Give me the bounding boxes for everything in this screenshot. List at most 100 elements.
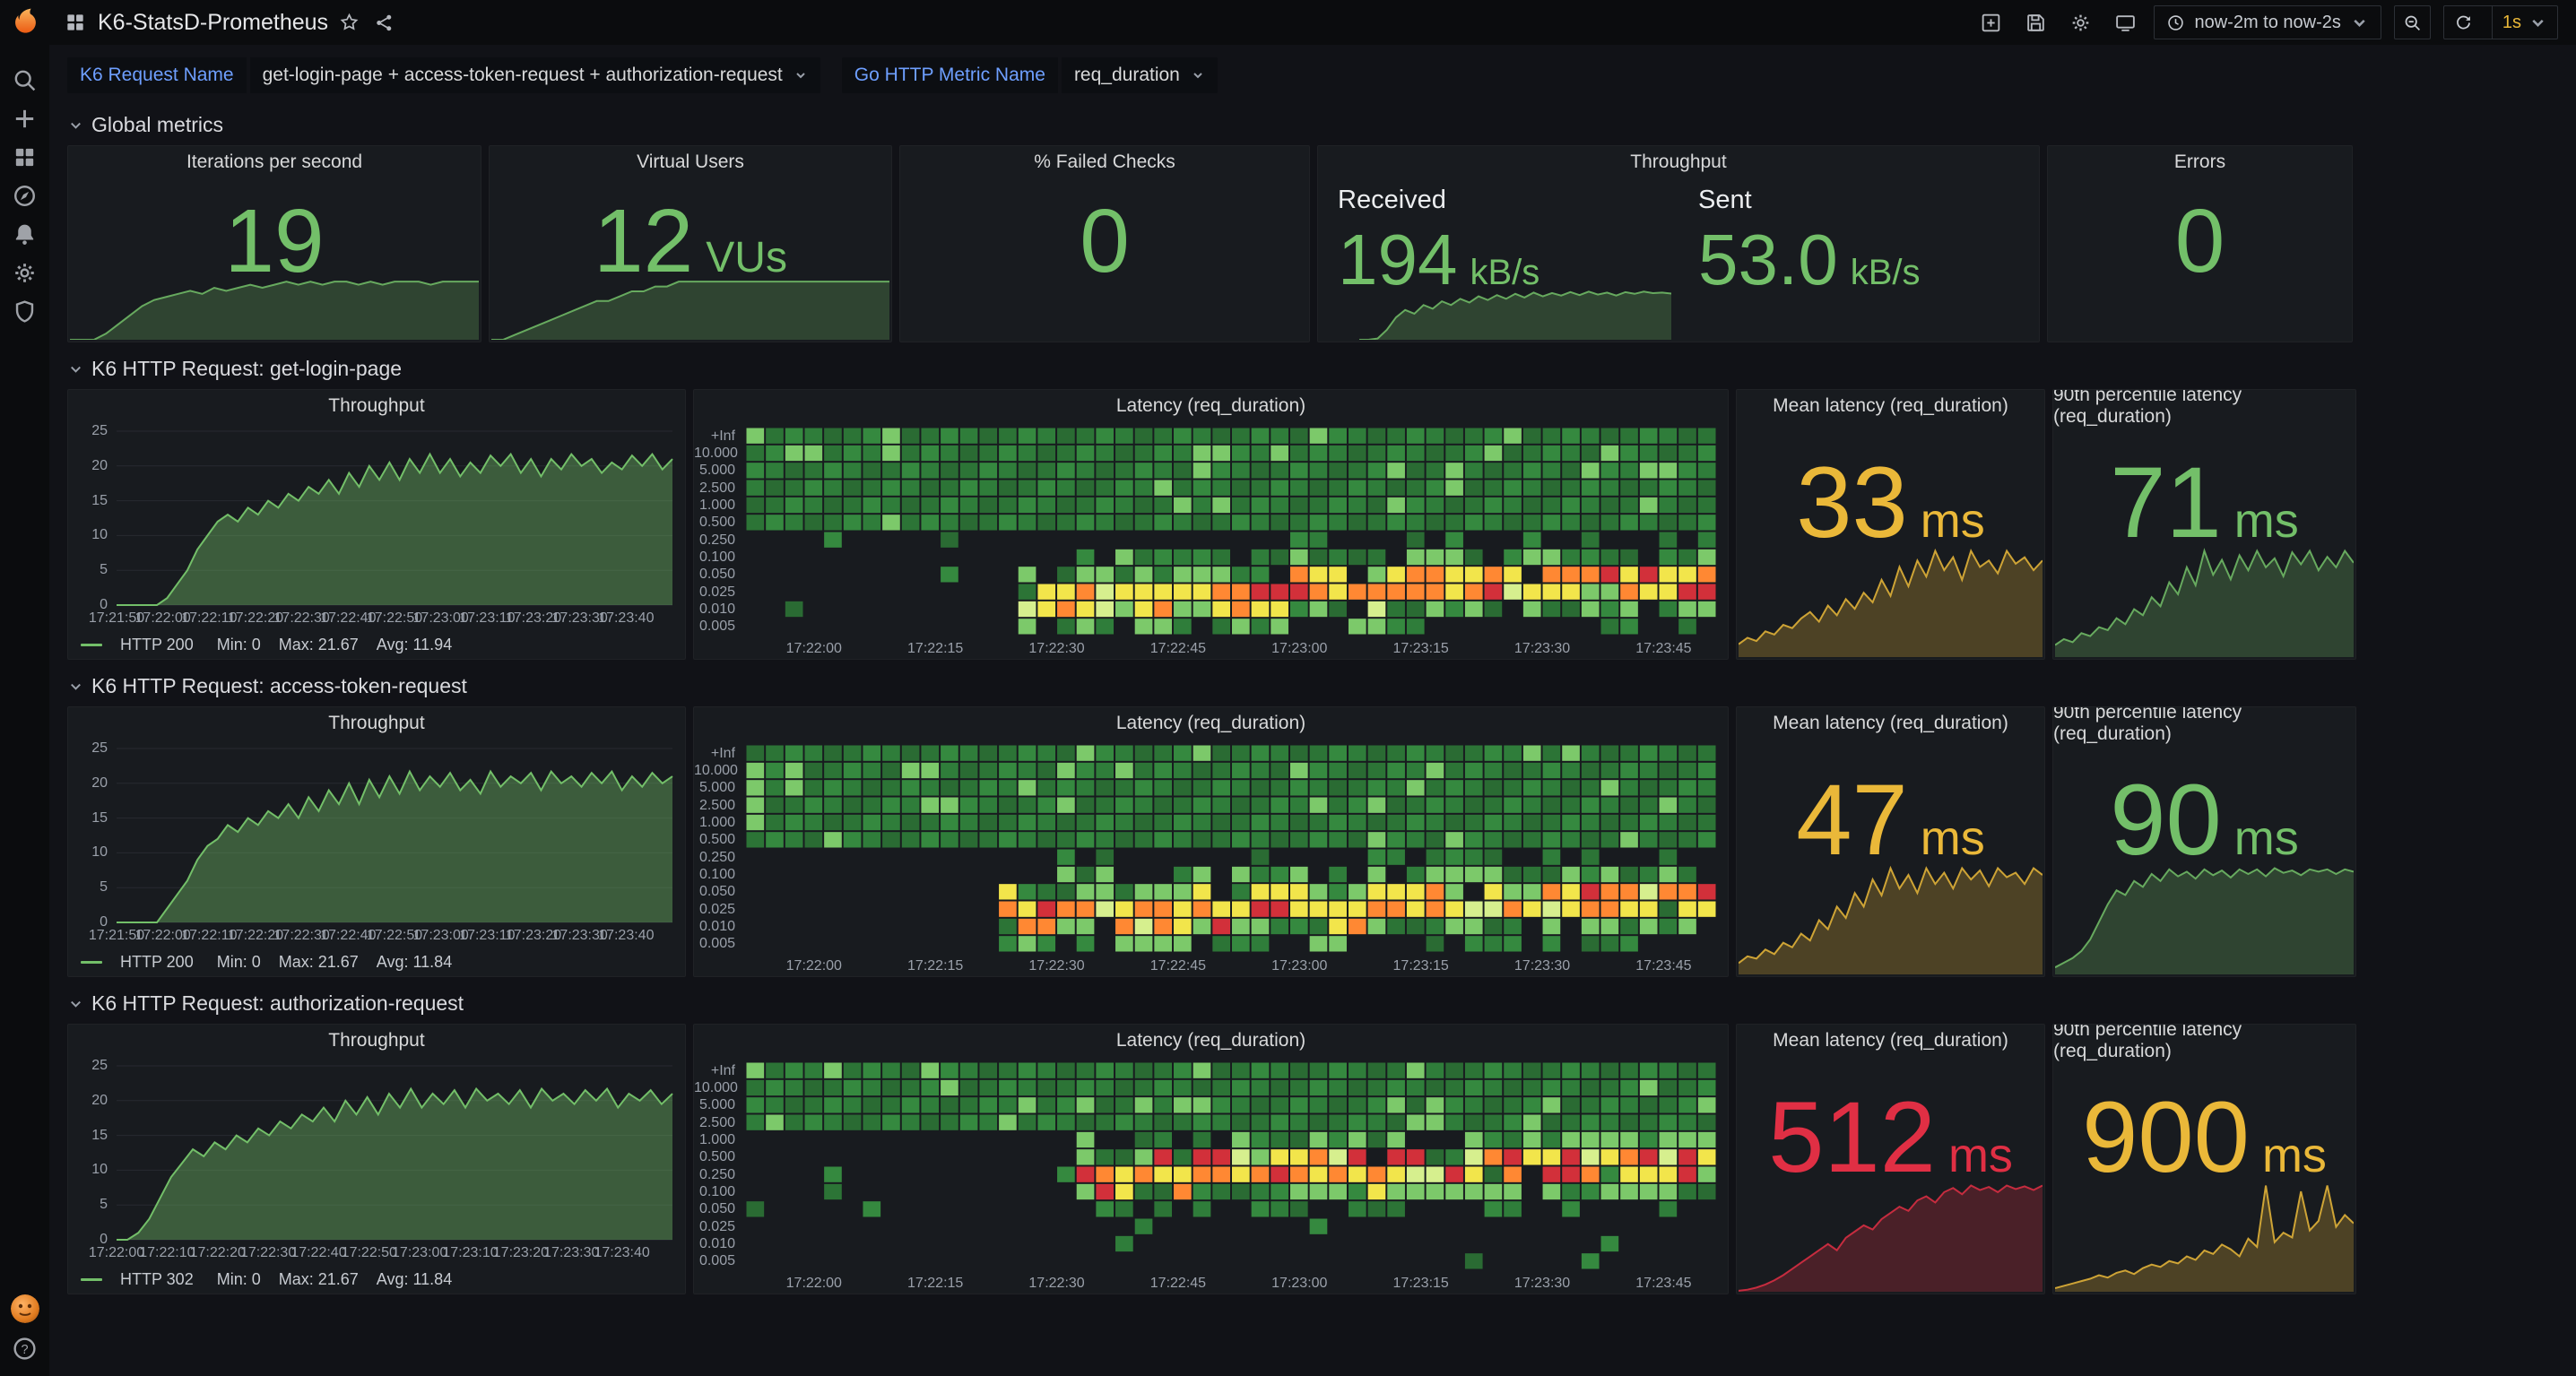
legend-color-swatch [81,643,102,646]
row-get-login-page: Throughput 0 5 10 15 20 25 17:21:50 17:22:00 17:… [67,389,2374,660]
section-title: K6 HTTP Request: get-login-page [91,357,403,380]
latency-heatmap[interactable]: +Inf 10.000 5.000 2.500 1.000 0.500 0.250 0.100… [694,422,1728,659]
variable-label: K6 Request Name [67,57,247,93]
alerting-bell-icon[interactable] [12,221,38,247]
panel-title[interactable]: Mean latency (req_duration) [1773,713,2008,733]
variable-value-dropdown[interactable]: req_duration [1061,57,1218,93]
dashboard-title[interactable]: K6-StatsD-Prometheus [98,9,329,35]
section-header-authorization-request[interactable]: K6 HTTP Request: authorization-request [67,991,2374,1016]
stat-unit: kB/s [1850,253,1921,292]
panel-title[interactable]: Latency (req_duration) [1115,1030,1306,1051]
chevron-down-icon [71,683,81,690]
server-admin-shield-icon[interactable] [12,299,38,325]
stat-value: 90 [2110,764,2222,876]
stat-value: 47 [1796,764,1908,876]
favorite-star-icon[interactable] [339,13,360,33]
stat-body: 900 ms [2053,1057,2355,1294]
panel-title[interactable]: Virtual Users [637,151,744,172]
svg-text:?: ? [21,1343,28,1357]
variable-go-http-metric-name: Go HTTP Metric Name req_duration [841,57,1218,93]
configuration-gear-icon[interactable] [12,260,38,286]
grafana-logo-icon[interactable] [8,5,42,39]
tv-mode-icon[interactable] [2109,6,2141,39]
panel-virtual-users: Virtual Users 12 VUs [489,145,892,342]
latency-heatmap[interactable]: +Inf 10.000 5.000 2.500 1.000 0.500 0.250 0.100… [694,740,1728,976]
legend-avg: Avg: 11.84 [376,1269,453,1288]
panel-title[interactable]: Throughput [328,395,425,416]
refresh-interval-select[interactable]: 1s [2491,6,2557,39]
share-icon[interactable] [374,13,395,33]
chevron-down-icon [71,122,81,129]
stat-value: 71 [2110,446,2222,558]
variable-value-text: req_duration [1073,65,1180,85]
stat-field-label: Received [1338,186,1446,214]
sparkline [1739,542,2043,657]
save-dashboard-icon[interactable] [2019,6,2051,39]
panel-throughput-graph: Throughput 0 5 10 15 20 25 17:22:00 17:22:10 17:… [67,1024,686,1294]
refresh-button[interactable] [2444,6,2483,39]
panel-title[interactable]: 90th percentile latency (req_duration) [2053,389,2242,427]
variable-label: Go HTTP Metric Name [841,57,1058,93]
legend-min: Min: 0 [216,952,261,971]
dashboard-settings-icon[interactable] [2064,6,2096,39]
explore-compass-icon[interactable] [12,183,38,209]
panel-title[interactable]: Mean latency (req_duration) [1773,1030,2008,1051]
panel-title[interactable]: Latency (req_duration) [1115,713,1306,733]
panel-title[interactable]: Errors [2173,151,2226,172]
dashboard-content: K6 Request Name get-login-page + access-… [49,0,2576,1294]
latency-heatmap[interactable]: +Inf 10.000 5.000 2.500 1.000 0.500 0.250 0.100… [694,1057,1728,1294]
refresh-picker: 1s [2442,5,2558,39]
zoom-out-time-button[interactable] [2393,5,2431,39]
help-icon[interactable]: ? [12,1336,38,1362]
section-header-get-login-page[interactable]: K6 HTTP Request: get-login-page [67,357,2374,381]
side-menu-bottom: ? [10,1294,39,1362]
stat-value: 53.0 [1698,220,1838,299]
panel-p90-latency: 90th percentile latency (req_duration) 7… [2052,389,2356,660]
add-panel-icon[interactable] [1974,6,2007,39]
panel-title[interactable]: Mean latency (req_duration) [1773,395,2008,416]
legend-series-name[interactable]: HTTP 302 [120,1269,194,1288]
create-plus-icon[interactable] [12,106,38,132]
stat-unit: VUs [706,234,787,281]
stat-field-received: Received 194 kB/s [1318,178,1678,342]
stat-unit: ms [2233,811,2299,865]
stat-body: Received 194 kB/s Sent 53.0 kB/s [1318,178,2039,342]
panel-mean-latency: Mean latency (req_duration) 33 ms [1736,389,2045,660]
stat-unit: ms [2261,1129,2327,1182]
legend-series-name[interactable]: HTTP 200 [120,635,194,653]
stat-value: 0 [2174,191,2225,291]
legend-series-name[interactable]: HTTP 200 [120,952,194,971]
panel-failed-checks: % Failed Checks 0 [899,145,1310,342]
graph-legend[interactable]: HTTP 200 Min: 0 Max: 21.67 Avg: 11.94 [68,630,685,659]
user-avatar[interactable] [10,1294,39,1323]
panel-throughput-graph: Throughput 0 5 10 15 20 25 17:21:50 17:22:00 17:… [67,706,686,977]
panel-title[interactable]: Iterations per second [186,151,363,172]
row-global-metrics: Iterations per second 19 Virtual Users 1… [67,145,2374,342]
panel-title[interactable]: Throughput [328,1030,425,1051]
time-range-picker[interactable]: now-2m to now-2s [2154,5,2381,39]
panel-title[interactable]: 90th percentile latency (req_duration) [2053,1024,2242,1061]
search-icon[interactable] [12,67,38,93]
legend-color-swatch [81,1277,102,1281]
panel-throughput-graph: Throughput 0 5 10 15 20 25 17:21:50 17:22:00 17:… [67,389,686,660]
dashboards-icon[interactable] [12,144,38,170]
throughput-graph[interactable]: 0 5 10 15 20 25 17:22:00 17:22:10 17:22:20 17:22:… [68,1057,685,1265]
throughput-graph[interactable]: 0 5 10 15 20 25 17:21:50 17:22:00 17:22:10 17:22:… [68,740,685,948]
graph-legend[interactable]: HTTP 302 Min: 0 Max: 21.67 Avg: 11.84 [68,1265,685,1294]
panel-title[interactable]: Latency (req_duration) [1115,395,1306,416]
chevron-down-icon [2354,19,2365,27]
section-header-access-token-request[interactable]: K6 HTTP Request: access-token-request [67,674,2374,698]
panel-title[interactable]: 90th percentile latency (req_duration) [2053,706,2242,744]
stat-body: 90 ms [2053,740,2355,976]
graph-legend[interactable]: HTTP 200 Min: 0 Max: 21.67 Avg: 11.84 [68,948,685,976]
section-header-global-metrics[interactable]: Global metrics [67,113,2374,137]
panel-title[interactable]: Throughput [1630,151,1727,172]
throughput-graph[interactable]: 0 5 10 15 20 25 17:21:50 17:22:00 17:22:10 17:22:… [68,422,685,630]
dashboard-variables: K6 Request Name get-login-page + access-… [49,45,2576,95]
sparkline [2055,860,2354,974]
variable-value-text: get-login-page + access-token-request + … [262,65,783,85]
variable-value-dropdown[interactable]: get-login-page + access-token-request + … [249,57,820,93]
panel-title[interactable]: Throughput [328,713,425,733]
panel-title[interactable]: % Failed Checks [1034,151,1175,172]
legend-max: Max: 21.67 [278,952,359,971]
